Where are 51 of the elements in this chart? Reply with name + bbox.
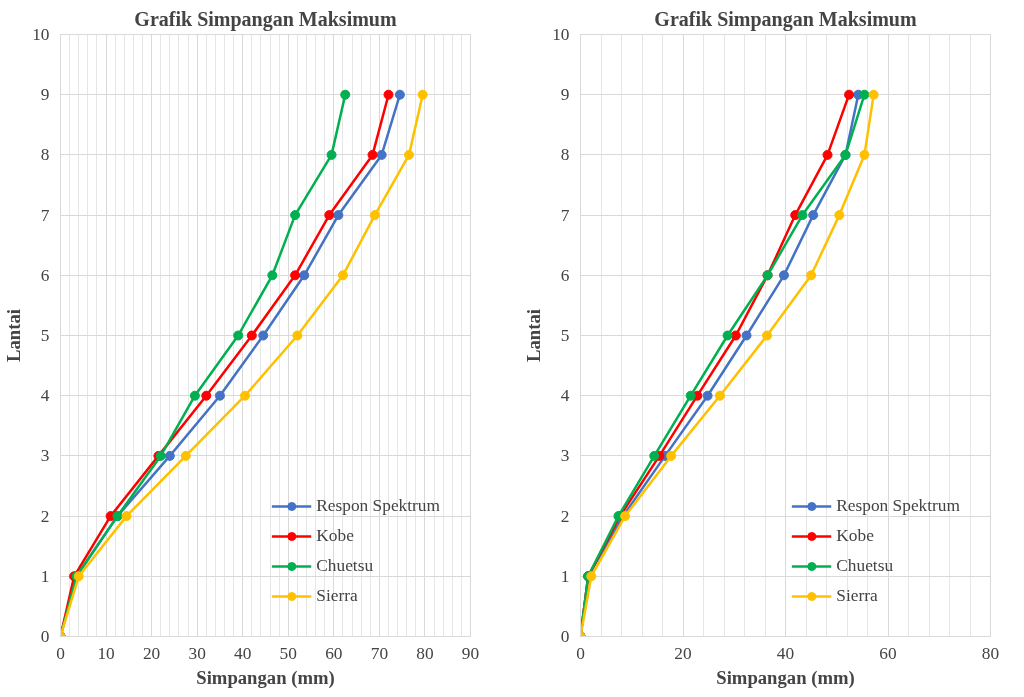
x-tick-label: 50 <box>279 643 297 663</box>
y-tick-label: 6 <box>40 265 50 285</box>
x-tick-label: 0 <box>56 643 65 663</box>
x-tick-label: 10 <box>97 643 115 663</box>
legend-label: Sierra <box>316 586 358 606</box>
x-tick-label: 20 <box>142 643 161 663</box>
x-tick-label: 40 <box>234 643 252 663</box>
y-tick-label: 3 <box>40 446 50 466</box>
x-tick-label: 60 <box>879 643 897 663</box>
x-tick-label: 60 <box>325 643 343 663</box>
x-axis-title: Simpangan (mm) <box>196 666 335 689</box>
legend-label: Sierra <box>836 586 878 606</box>
y-tick-label: 0 <box>40 627 50 646</box>
y-tick-label: 6 <box>560 265 570 285</box>
legend-label: Chuetsu <box>836 556 894 576</box>
y-tick-label: 0 <box>560 627 570 646</box>
y-tick-label: 8 <box>560 145 570 165</box>
y-tick-label: 8 <box>40 145 50 165</box>
y-tick-label: 5 <box>560 326 570 345</box>
y-tick-label: 5 <box>40 326 50 345</box>
y-tick-label: 1 <box>560 566 570 586</box>
y-axis-title: Lantai <box>3 309 25 362</box>
chart-title: Grafik Simpangan Maksimum <box>134 7 397 31</box>
y-tick-label: 3 <box>560 446 570 466</box>
chart-title: Grafik Simpangan Maksimum <box>654 7 917 31</box>
y-tick-label: 7 <box>560 205 570 225</box>
x-tick-label: 70 <box>370 643 389 663</box>
y-tick-label: 10 <box>32 25 50 44</box>
y-axis-title: Lantai <box>523 309 545 362</box>
legend-label: Respon Spektrum <box>836 496 960 516</box>
y-tick-label: 2 <box>560 506 570 526</box>
x-tick-label: 20 <box>674 643 692 663</box>
y-tick-label: 4 <box>560 386 570 406</box>
y-tick-label: 10 <box>552 25 570 44</box>
x-tick-label: 80 <box>416 643 434 663</box>
legend-label: Kobe <box>316 526 354 546</box>
y-tick-label: 2 <box>40 506 50 526</box>
x-tick-label: 0 <box>576 643 585 663</box>
y-tick-label: 4 <box>40 386 50 406</box>
legend-label: Kobe <box>836 526 874 546</box>
y-tick-label: 9 <box>40 85 50 105</box>
y-tick-label: 7 <box>40 205 50 225</box>
legend-label: Chuetsu <box>316 556 374 576</box>
x-tick-label: 90 <box>461 643 480 663</box>
y-tick-label: 9 <box>560 85 570 105</box>
y-tick-label: 1 <box>40 566 50 586</box>
x-tick-label: 40 <box>776 643 795 663</box>
x-tick-label: 80 <box>981 643 1000 663</box>
legend-label: Respon Spektrum <box>316 496 440 516</box>
x-axis-title: Simpangan (mm) <box>716 666 855 689</box>
x-tick-label: 30 <box>188 643 206 663</box>
